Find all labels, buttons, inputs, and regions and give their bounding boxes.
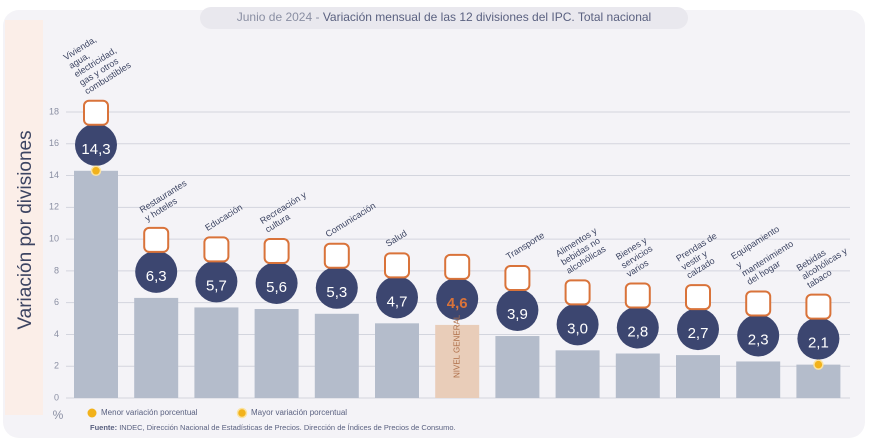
value-label: 5,3: [326, 284, 347, 301]
bar: [314, 313, 359, 398]
bar: [254, 309, 299, 398]
title-box: [200, 7, 688, 29]
bar: [615, 353, 660, 398]
icon: [323, 242, 350, 269]
unit-label: %: [53, 408, 64, 422]
bar: [375, 323, 419, 398]
value-label: 2,3: [748, 331, 769, 348]
value-label: 4,6: [447, 295, 468, 312]
extreme-marker: [90, 165, 102, 177]
extreme-marker: [813, 359, 824, 370]
bar: [736, 361, 781, 398]
y-tick-label: 0: [54, 392, 59, 402]
icon: [384, 252, 410, 279]
bar: [435, 324, 480, 398]
legend-label: Mayor variación porcentual: [251, 408, 347, 417]
bar: [194, 307, 239, 398]
value-badge: [737, 314, 780, 357]
y-tick-label: 4: [54, 329, 59, 339]
value-badge: [376, 276, 418, 319]
panel: [3, 10, 865, 438]
y-tick-label: 16: [49, 138, 59, 148]
icon: [143, 226, 170, 253]
icon: [504, 265, 531, 292]
y-tick-label: 2: [54, 361, 59, 371]
icon: [745, 290, 772, 317]
value-badge: [556, 303, 599, 346]
y-tick-label: 14: [49, 170, 59, 180]
value-label: 5,6: [266, 279, 287, 296]
y-tick-label: 10: [49, 233, 59, 243]
value-label: 4,7: [387, 293, 408, 310]
value-badge: [255, 262, 298, 305]
title-prefix: Junio de 2024 -: [237, 10, 323, 24]
y-tick-label: 12: [49, 202, 59, 212]
legend-label: Menor variación porcentual: [101, 408, 198, 417]
source-label: Fuente:: [90, 423, 117, 432]
chart-title: Junio de 2024 - Variación mensual de las…: [237, 10, 651, 24]
legend-swatch: [236, 407, 248, 419]
value-badge: [496, 289, 539, 332]
value-badge: [436, 277, 479, 320]
y-tick-label: 8: [54, 265, 59, 275]
bar: [555, 350, 600, 398]
value-badge: [616, 306, 659, 349]
title-main: Variación mensual de las 12 divisiones d…: [323, 10, 651, 24]
icon: [444, 253, 471, 280]
icon: [203, 236, 230, 263]
value-badge: [677, 308, 719, 351]
value-label: 2,7: [688, 325, 709, 342]
value-badge: [195, 260, 238, 303]
value-label: 3,0: [567, 320, 588, 337]
value-label: 2,8: [627, 323, 648, 340]
value-badge: [135, 250, 178, 293]
value-label: 14,3: [81, 141, 110, 158]
icon: [685, 284, 711, 311]
value-label: 5,7: [206, 277, 227, 294]
value-label: 6,3: [146, 268, 167, 285]
y-tick-label: 18: [49, 106, 59, 116]
bar: [495, 336, 540, 398]
value-badge: [75, 123, 117, 166]
y-axis-title: Variación por divisiones: [15, 130, 36, 329]
category-label: NIVEL GENERAL: [452, 314, 461, 378]
bar: [134, 297, 179, 398]
value-badge: [315, 266, 358, 309]
value-label: 2,1: [808, 335, 829, 352]
bar: [796, 364, 841, 398]
icon: [805, 293, 832, 320]
icon: [263, 238, 290, 265]
icon: [83, 99, 109, 126]
icon: [624, 282, 651, 309]
value-label: 3,9: [507, 306, 528, 323]
icon: [564, 279, 591, 306]
bar: [74, 170, 118, 398]
y-tick-label: 6: [54, 297, 59, 307]
source-text: INDEC, Dirección Nacional de Estadística…: [119, 423, 455, 432]
legend-swatch: [87, 408, 97, 418]
source: Fuente: INDEC, Dirección Nacional de Est…: [90, 423, 456, 432]
bar: [676, 355, 720, 398]
axis-strip: [5, 20, 43, 415]
value-badge: [797, 317, 840, 360]
